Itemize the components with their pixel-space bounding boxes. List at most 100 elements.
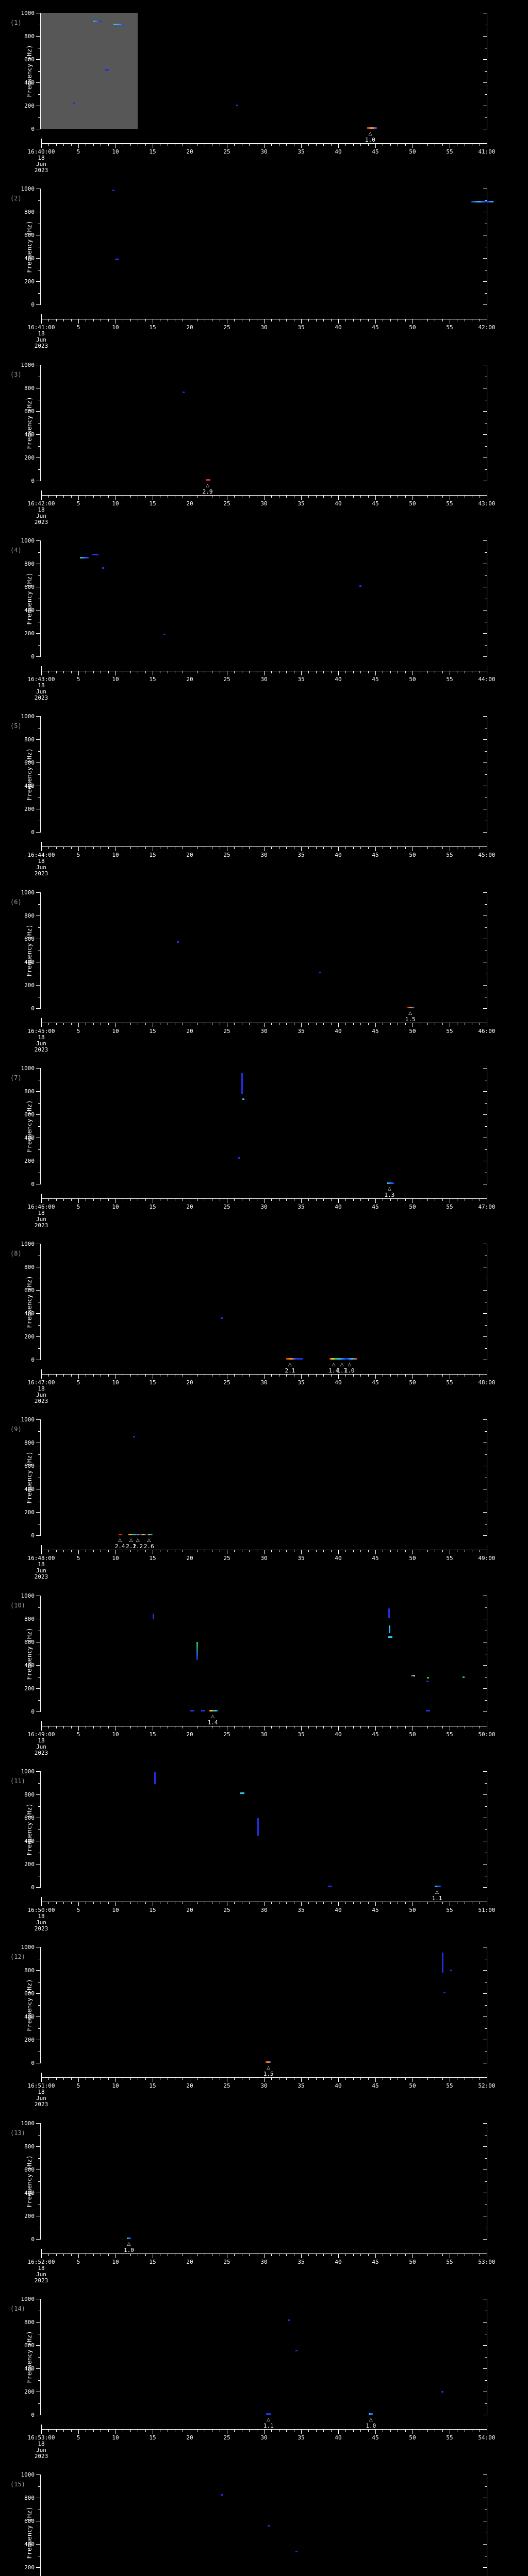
y-tick-label: 0 — [31, 2060, 35, 2066]
y-tick-right — [483, 36, 487, 37]
x-major-tick — [78, 1902, 79, 1906]
x-tick-label: 20 — [186, 148, 193, 155]
x-minor-tick — [345, 2430, 346, 2432]
x-minor-tick — [249, 1726, 250, 1728]
event-magnitude-label: 1.1 — [263, 2422, 274, 2429]
x-minor-tick — [234, 671, 235, 673]
x-minor-tick — [130, 1023, 131, 1025]
y-tick-left — [38, 1348, 40, 1349]
x-major-tick — [41, 2078, 42, 2082]
x-minor-tick — [331, 2254, 332, 2256]
x-tick-label: 20 — [186, 1731, 193, 1738]
x-axis — [41, 846, 487, 847]
x-minor-tick — [390, 1550, 391, 1552]
y-tick-right — [485, 1607, 487, 1608]
x-minor-tick — [286, 1023, 287, 1025]
x-major-tick — [264, 671, 265, 675]
event-streak-horizontal — [407, 1007, 415, 1009]
event-magnitude-label: 1.4 — [328, 1367, 339, 1374]
event-dot — [220, 2494, 223, 2496]
x-tick-label: 25 — [223, 2082, 230, 2089]
x-minor-tick — [390, 1902, 391, 1904]
x-major-tick — [338, 2430, 339, 2434]
x-minor-tick — [331, 1199, 332, 1201]
date-day-label: 18 — [38, 2089, 45, 2095]
y-axis-title: Frequency (Hz) — [26, 572, 33, 625]
date-month-label: Jun — [36, 1392, 46, 1398]
y-tick-right — [485, 1325, 487, 1326]
y-tick-left — [36, 2544, 40, 2545]
x-minor-tick — [323, 319, 324, 321]
x-minor-tick — [323, 144, 324, 146]
x-minor-tick — [145, 1550, 146, 1552]
y-axis-left — [40, 1419, 41, 1536]
spectrogram-panel-13: (13) Frequency (Hz) 0 200 400 600 800 1000 16:52… — [0, 2110, 528, 2286]
x-minor-tick — [145, 1726, 146, 1728]
x-tick-label: 35 — [298, 1731, 305, 1738]
x-minor-tick — [345, 1023, 346, 1025]
y-tick-right — [483, 1290, 487, 1291]
y-tick-right — [485, 1700, 487, 1701]
x-tick-label: 5 — [76, 1204, 80, 1210]
x-minor-tick — [93, 671, 94, 673]
x-tick-label: 55 — [446, 148, 453, 155]
x-minor-tick — [345, 1902, 346, 1904]
x-start-time-label: 16:50:00 — [27, 1907, 55, 1913]
panel-index-label: (9) — [10, 1426, 22, 1433]
x-tick-label: 20 — [186, 676, 193, 683]
event-streak-vertical — [153, 1613, 155, 1619]
x-axis-endcap-left — [41, 1897, 42, 1902]
x-minor-tick — [56, 2254, 57, 2256]
x-minor-tick — [323, 1902, 324, 1904]
x-minor-tick — [130, 2430, 131, 2432]
spectrogram-panel-15: (15)Frequency (Hz)0200400600800100016:54… — [0, 2462, 528, 2576]
x-tick-label: 55 — [446, 852, 453, 858]
x-minor-tick — [249, 144, 250, 146]
x-tick-label: 10 — [112, 1204, 119, 1210]
y-tick-label: 400 — [24, 2190, 35, 2196]
y-tick-right — [483, 832, 487, 833]
y-tick-label: 200 — [24, 806, 35, 812]
y-tick-label: 200 — [24, 1509, 35, 1516]
x-minor-tick — [271, 2078, 272, 2080]
x-minor-tick — [316, 496, 317, 498]
x-tick-label: 40 — [335, 1379, 342, 1386]
x-major-tick — [301, 144, 302, 148]
y-tick-right — [483, 985, 487, 986]
x-minor-tick — [316, 1550, 317, 1552]
x-minor-tick — [130, 319, 131, 321]
x-minor-tick — [71, 847, 72, 849]
y-tick-label: 600 — [24, 1111, 35, 1118]
x-minor-tick — [345, 1550, 346, 1552]
y-tick-label: 400 — [24, 607, 35, 614]
x-minor-tick — [442, 1375, 443, 1377]
x-minor-tick — [316, 319, 317, 321]
x-minor-tick — [360, 319, 361, 321]
x-tick-label: 15 — [149, 1555, 156, 1562]
y-tick-right — [483, 633, 487, 634]
x-minor-tick — [63, 2078, 64, 2080]
x-minor-tick — [442, 1199, 443, 1201]
x-tick-label: 35 — [298, 1555, 305, 1562]
y-tick-right — [485, 2486, 487, 2487]
x-minor-tick — [427, 1550, 428, 1552]
event-streak-vertical — [388, 1608, 390, 1618]
y-axis-left — [40, 2299, 41, 2415]
x-minor-tick — [405, 2078, 406, 2080]
date-month-label: Jun — [36, 513, 46, 519]
x-end-time-label: 54:00 — [478, 2434, 496, 2441]
spectrogram-panel-4: (4) Frequency (Hz) 0 200 400 600 800 1000 16:43:… — [0, 528, 528, 704]
x-tick-label: 15 — [149, 1731, 156, 1738]
event-streak-horizontal — [339, 1358, 346, 1360]
x-minor-tick — [71, 496, 72, 498]
x-tick-label: 25 — [223, 500, 230, 507]
event-dash — [328, 1885, 333, 1887]
x-minor-tick — [130, 144, 131, 146]
x-major-tick — [264, 319, 265, 324]
x-end-time-label: 48:00 — [478, 1379, 496, 1386]
y-tick-label: 1000 — [21, 1768, 35, 1775]
y-tick-left — [38, 94, 40, 95]
x-major-tick — [375, 2254, 376, 2258]
x-minor-tick — [390, 1199, 391, 1201]
event-dot — [295, 2350, 298, 2352]
